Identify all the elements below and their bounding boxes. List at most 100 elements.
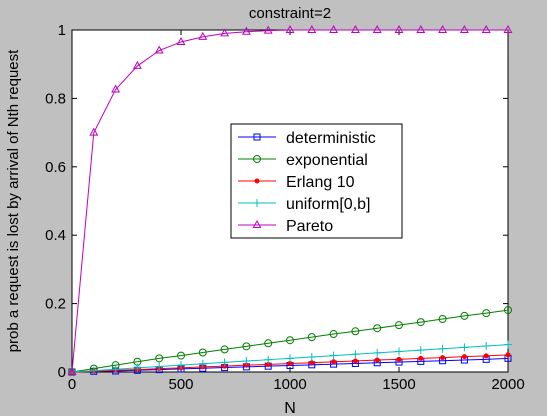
chart-title: constraint=2 <box>249 5 331 22</box>
series-pareto <box>67 24 513 375</box>
legend-label: deterministic <box>286 130 376 147</box>
data-point <box>459 24 469 33</box>
data-point <box>285 24 295 33</box>
data-point <box>461 354 467 360</box>
data-point <box>504 340 512 349</box>
data-point <box>331 359 337 365</box>
legend-label: Erlang 10 <box>286 174 355 191</box>
legend-label: uniform[0,b] <box>286 196 370 213</box>
data-point <box>132 60 142 69</box>
data-point <box>396 356 402 362</box>
data-point <box>242 342 251 351</box>
y-tick-label: 0.2 <box>45 296 66 313</box>
y-axis-label: prob a request is lost by arrival of Nth… <box>5 49 22 352</box>
axes: 0 500 1000 1500 2000 0 0.2 0.4 0.6 0.8 1 <box>45 22 525 393</box>
legend-label: exponential <box>286 152 368 169</box>
data-point <box>351 350 360 359</box>
x-axis-label: N <box>284 400 296 416</box>
x-tick-label: 2000 <box>491 376 524 393</box>
data-point <box>263 25 273 34</box>
data-point <box>395 347 403 356</box>
series-uniform-0-b <box>68 340 512 376</box>
data-point <box>307 24 317 33</box>
data-point <box>286 336 294 345</box>
legend: deterministic exponential Erlang 10 uniform… <box>230 123 403 239</box>
data-point <box>177 361 185 370</box>
x-tick-label: 500 <box>168 376 193 393</box>
data-point <box>505 352 511 358</box>
data-point <box>220 28 230 37</box>
x-tick-label: 1000 <box>273 376 306 393</box>
data-point <box>372 24 382 33</box>
data-point <box>374 357 380 363</box>
y-tick-label: 0.8 <box>45 90 66 107</box>
legend-marker <box>253 133 261 141</box>
legend-item-exponential: exponential <box>238 152 368 169</box>
data-point <box>177 351 185 360</box>
data-point <box>307 352 316 361</box>
data-point <box>503 24 513 33</box>
data-point <box>394 24 404 33</box>
data-point <box>220 345 229 354</box>
data-point <box>154 45 164 54</box>
data-point <box>460 311 469 320</box>
data-point <box>416 24 426 33</box>
data-point <box>89 127 99 136</box>
data-point <box>416 346 425 355</box>
data-point <box>67 366 77 375</box>
series-line <box>71 309 509 373</box>
data-point <box>482 309 491 318</box>
legend-marker <box>253 199 261 207</box>
data-point <box>198 348 207 357</box>
data-point <box>438 344 447 353</box>
data-point <box>176 36 186 45</box>
data-point <box>504 306 512 315</box>
data-point <box>438 24 448 33</box>
x-tick-label: 0 <box>68 376 76 393</box>
data-point <box>89 366 98 375</box>
data-point <box>111 365 120 374</box>
data-point <box>111 84 121 93</box>
data-point <box>438 314 447 323</box>
data-point <box>373 324 382 333</box>
data-point <box>133 363 142 372</box>
data-point <box>440 355 446 361</box>
legend-marker <box>253 155 261 163</box>
data-point <box>241 26 251 35</box>
legend-item-erlang-10: Erlang 10 <box>238 174 355 191</box>
data-point <box>329 330 338 339</box>
data-point <box>155 354 164 363</box>
y-tick-label: 0.6 <box>45 159 66 176</box>
data-point <box>351 327 360 336</box>
data-point <box>198 31 208 40</box>
data-point <box>329 351 338 360</box>
data-point <box>242 357 251 366</box>
data-point <box>481 24 491 33</box>
data-point <box>220 358 229 367</box>
data-point <box>198 359 207 368</box>
data-point <box>482 342 491 351</box>
data-point <box>286 354 294 363</box>
data-point <box>350 24 360 33</box>
data-point <box>309 360 315 366</box>
legend-label: Pareto <box>286 218 333 235</box>
series-line <box>71 29 508 373</box>
legend-item-uniform-0-b: uniform[0,b] <box>238 196 370 213</box>
data-point <box>418 355 424 361</box>
data-point <box>460 343 469 352</box>
legend-marker <box>252 219 262 228</box>
legend-item-deterministic: deterministic <box>238 130 376 147</box>
y-tick-label: 0 <box>58 364 66 381</box>
legend-marker <box>254 178 260 184</box>
series-layer <box>67 24 513 376</box>
data-point <box>416 318 425 327</box>
data-point <box>373 348 382 357</box>
x-tick-label: 1500 <box>382 376 415 393</box>
data-point <box>264 355 273 364</box>
y-tick-label: 1 <box>58 22 66 39</box>
data-point <box>483 353 489 359</box>
data-point <box>329 24 339 33</box>
data-point <box>264 339 273 348</box>
data-point <box>352 358 358 364</box>
